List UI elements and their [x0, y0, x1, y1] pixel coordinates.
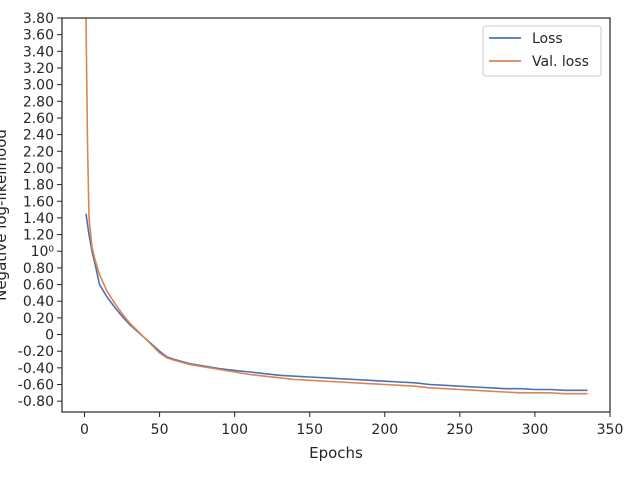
y-tick-label: 3.20 — [23, 61, 54, 77]
series-line-val-loss — [85, 17, 588, 395]
y-axis: 3.803.603.403.203.002.802.602.402.202.00… — [18, 11, 62, 410]
y-tick-label: 0.60 — [23, 278, 54, 294]
x-tick-label: 300 — [522, 422, 549, 438]
y-tick-label: 1.60 — [23, 194, 54, 210]
y-axis-title: Negative log-likelihood — [0, 129, 10, 301]
x-axis-title: Epochs — [309, 444, 363, 462]
plot-area — [85, 17, 588, 395]
x-tick-label: 150 — [296, 422, 323, 438]
y-tick-label: -0.80 — [18, 394, 54, 410]
y-tick-label: 3.60 — [23, 28, 54, 44]
y-tick-label: -0.20 — [18, 344, 54, 360]
y-tick-label: 0.20 — [23, 311, 54, 327]
y-tick-label: 2.60 — [23, 111, 54, 127]
series-line-loss — [85, 213, 588, 392]
y-tick-label: 1.80 — [23, 178, 54, 194]
y-tick-label: 2.20 — [23, 144, 54, 160]
y-tick-label: 3.40 — [23, 44, 54, 60]
x-tick-label: 100 — [221, 422, 248, 438]
x-tick-label: 50 — [151, 422, 169, 438]
x-tick-label: 200 — [371, 422, 398, 438]
y-tick-label: 1.20 — [23, 228, 54, 244]
x-tick-label: 350 — [597, 422, 624, 438]
y-tick-label: 1.40 — [23, 211, 54, 227]
legend-label-val-loss: Val. loss — [532, 54, 589, 70]
y-tick-label: 2.80 — [23, 94, 54, 110]
y-tick-label: 2.00 — [23, 161, 54, 177]
y-tick-label: -0.60 — [18, 378, 54, 394]
y-tick-label: 3.80 — [23, 11, 54, 27]
x-tick-label: 0 — [80, 422, 89, 438]
x-axis: 0 50 100 150 200 250 300 350 — [80, 412, 623, 438]
y-tick-label: 2.40 — [23, 128, 54, 144]
legend-label-loss: Loss — [532, 31, 563, 47]
y-tick-label: 3.00 — [23, 78, 54, 94]
plot-frame — [61, 17, 611, 413]
x-tick-label: 250 — [446, 422, 473, 438]
y-tick-label: 0 — [45, 328, 54, 344]
y-tick-label: 0.80 — [23, 261, 54, 277]
y-tick-label: -0.40 — [18, 361, 54, 377]
legend: Loss Val. loss — [482, 25, 602, 77]
y-tick-label: 10⁰ — [31, 244, 55, 260]
y-tick-label: 0.40 — [23, 294, 54, 310]
